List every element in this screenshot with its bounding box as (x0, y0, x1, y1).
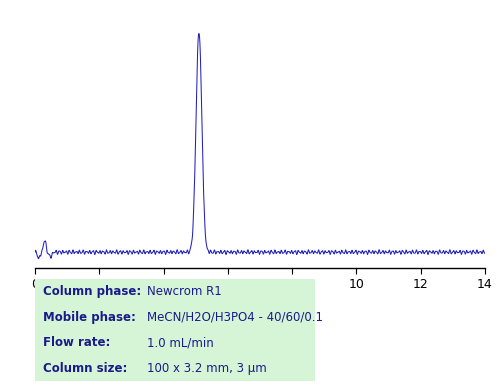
Text: Newcrom R1: Newcrom R1 (147, 285, 222, 298)
Text: Mobile phase:: Mobile phase: (44, 311, 136, 324)
Text: Flow rate:: Flow rate: (44, 336, 111, 350)
Text: 100 x 3.2 mm, 3 μm: 100 x 3.2 mm, 3 μm (147, 362, 267, 375)
Text: Column phase:: Column phase: (44, 285, 142, 298)
Text: MeCN/H2O/H3PO4 - 40/60/0.1: MeCN/H2O/H3PO4 - 40/60/0.1 (147, 311, 323, 324)
Text: 1.0 mL/min: 1.0 mL/min (147, 336, 214, 350)
FancyBboxPatch shape (35, 279, 315, 381)
Text: Column size:: Column size: (44, 362, 128, 375)
